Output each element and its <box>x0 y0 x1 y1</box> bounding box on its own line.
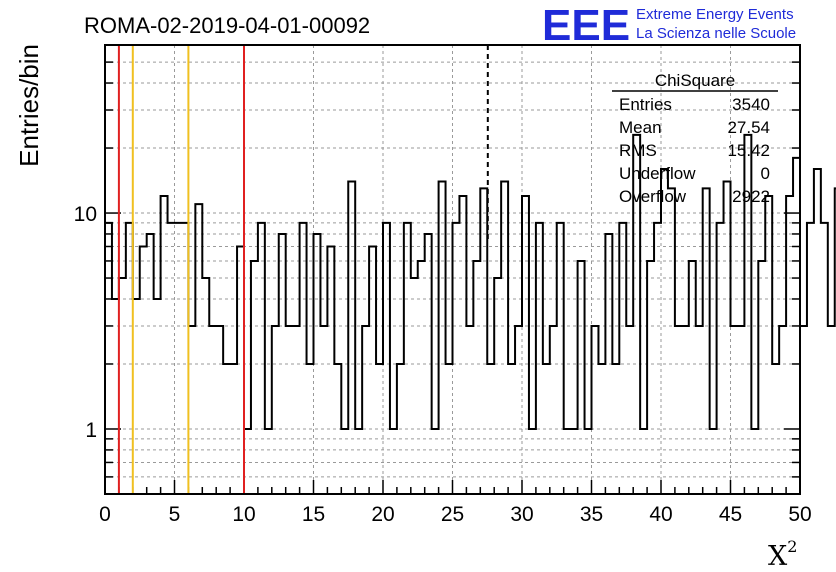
stats-value: 2922 <box>732 187 770 206</box>
y-axis-label: Entries/bin <box>14 44 44 167</box>
chart-title: ROMA-02-2019-04-01-00092 <box>84 13 370 38</box>
x-tick-label: 40 <box>649 503 672 526</box>
x-tick-label: 20 <box>371 503 394 526</box>
x-tick-label: 35 <box>580 503 603 526</box>
stats-box: ChiSquare Entries 3540 Mean 27.54 RMS 15.42 Un… <box>612 71 778 206</box>
x-tick-labels: 0 5 10 15 20 25 30 35 40 45 50 <box>99 503 812 526</box>
reference-lines <box>117 45 489 494</box>
x-axis-label: X2 <box>768 537 797 572</box>
plot-frame <box>104 44 801 495</box>
x-tick-label: 25 <box>441 503 464 526</box>
x-tick-label: 50 <box>788 503 811 526</box>
x-tick-label: 45 <box>719 503 742 526</box>
stats-value: 3540 <box>732 95 770 114</box>
stats-label: Overflow <box>619 187 687 206</box>
stats-label: Underflow <box>619 164 696 183</box>
logo-line-1: Extreme Energy Events <box>636 6 794 23</box>
x-tick-label: 15 <box>302 503 325 526</box>
eee-logo-mark: EEE <box>542 1 630 50</box>
stats-label: Entries <box>619 95 672 114</box>
y-tick-label: 1 <box>85 419 97 442</box>
logo-line-2: La Scienza nelle Scuole <box>636 25 796 42</box>
stats-title: ChiSquare <box>655 71 735 90</box>
x-tick-label: 5 <box>169 503 181 526</box>
stats-value: 15.42 <box>727 141 770 160</box>
stats-value: 27.54 <box>727 118 770 137</box>
stats-value: 0 <box>761 164 770 183</box>
x-tick-label: 10 <box>232 503 255 526</box>
y-tick-label: 10 <box>74 203 97 226</box>
x-tick-label: 30 <box>510 503 533 526</box>
stats-label: RMS <box>619 141 657 160</box>
eee-logo: EEE Extreme Energy Events La Scienza nel… <box>542 1 796 50</box>
x-tick-label: 0 <box>99 503 111 526</box>
y-tick-labels: 1 10 <box>74 203 97 442</box>
histogram-line <box>105 133 836 430</box>
stats-label: Mean <box>619 118 662 137</box>
